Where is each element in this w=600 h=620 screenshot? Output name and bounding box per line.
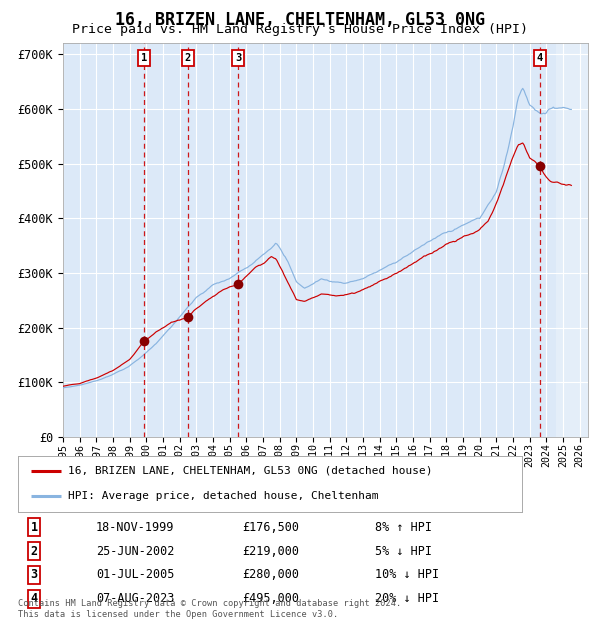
Text: 16, BRIZEN LANE, CHELTENHAM, GL53 0NG: 16, BRIZEN LANE, CHELTENHAM, GL53 0NG (115, 11, 485, 29)
Text: 8% ↑ HPI: 8% ↑ HPI (375, 521, 432, 534)
Text: 10% ↓ HPI: 10% ↓ HPI (375, 569, 439, 582)
Text: 4: 4 (31, 592, 38, 605)
Text: 07-AUG-2023: 07-AUG-2023 (96, 592, 174, 605)
Text: 1: 1 (141, 53, 148, 63)
Text: 4: 4 (536, 53, 543, 63)
Text: 18-NOV-1999: 18-NOV-1999 (96, 521, 174, 534)
Text: £280,000: £280,000 (242, 569, 299, 582)
Text: £495,000: £495,000 (242, 592, 299, 605)
Text: 01-JUL-2005: 01-JUL-2005 (96, 569, 174, 582)
Bar (556, 43, 600, 437)
Text: £176,500: £176,500 (242, 521, 299, 534)
Text: 2: 2 (31, 544, 38, 557)
Text: 25-JUN-2002: 25-JUN-2002 (96, 544, 174, 557)
Text: 3: 3 (31, 569, 38, 582)
Text: Contains HM Land Registry data © Crown copyright and database right 2024.
This d: Contains HM Land Registry data © Crown c… (18, 600, 401, 619)
Text: 20% ↓ HPI: 20% ↓ HPI (375, 592, 439, 605)
Text: £219,000: £219,000 (242, 544, 299, 557)
Text: 5% ↓ HPI: 5% ↓ HPI (375, 544, 432, 557)
Text: 2: 2 (185, 53, 191, 63)
Text: HPI: Average price, detached house, Cheltenham: HPI: Average price, detached house, Chel… (68, 492, 379, 502)
Text: 16, BRIZEN LANE, CHELTENHAM, GL53 0NG (detached house): 16, BRIZEN LANE, CHELTENHAM, GL53 0NG (d… (68, 466, 433, 476)
Text: Price paid vs. HM Land Registry's House Price Index (HPI): Price paid vs. HM Land Registry's House … (72, 23, 528, 36)
Text: 3: 3 (235, 53, 241, 63)
Text: 1: 1 (31, 521, 38, 534)
Bar (556, 43, 600, 437)
